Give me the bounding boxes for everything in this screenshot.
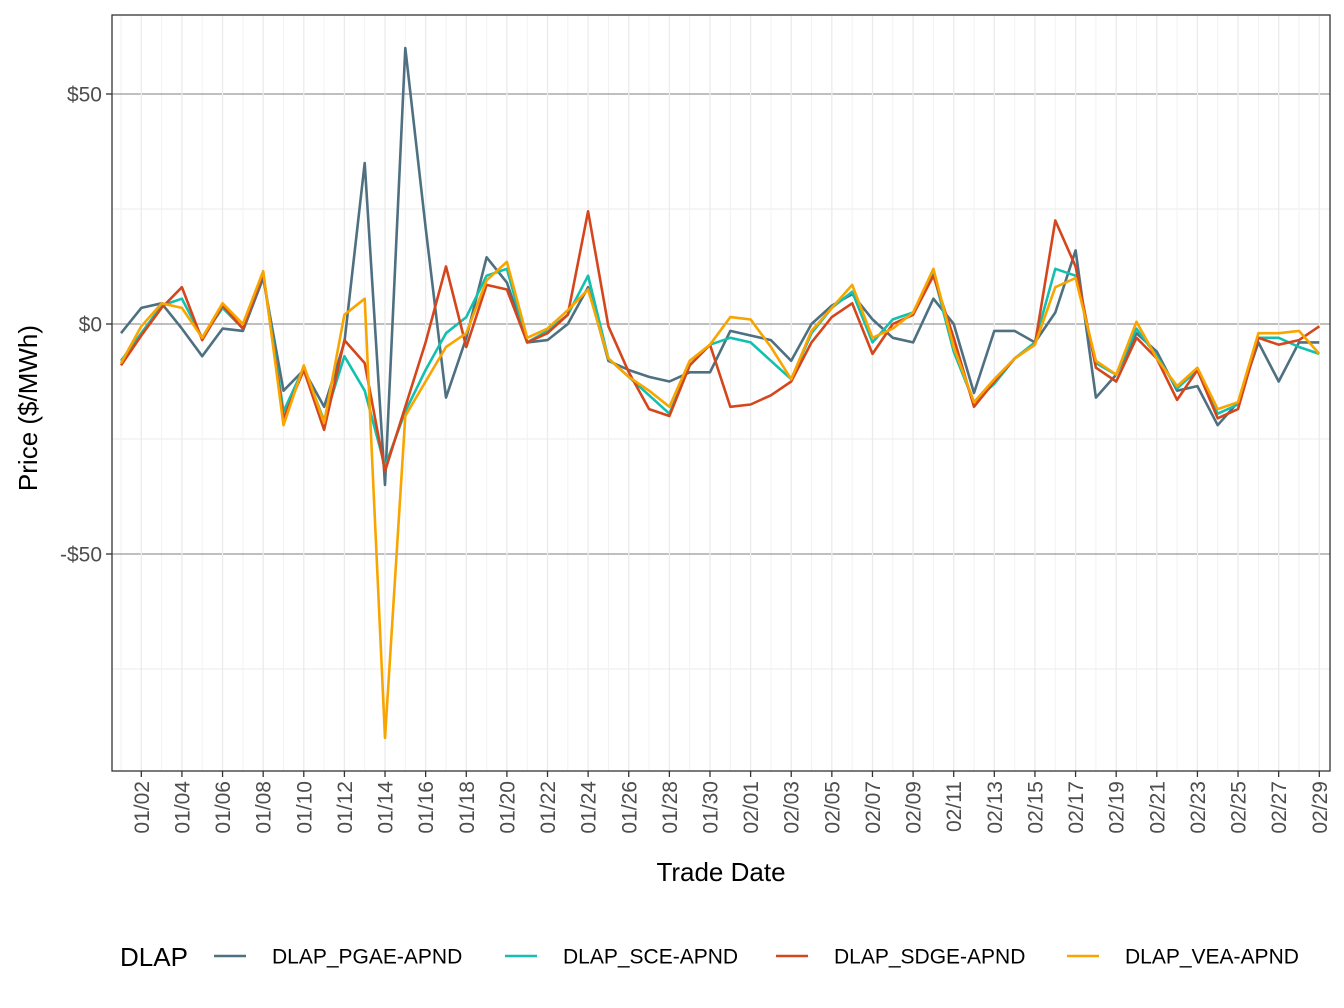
x-tick-label: 01/30 [699,781,722,834]
x-tick-label: 02/25 [1228,781,1251,834]
legend-title: DLAP [120,942,188,972]
y-axis-title: Price ($/MWh) [13,325,43,491]
x-axis-title: Trade Date [656,857,785,887]
x-tick-label: 01/04 [171,781,194,834]
x-tick-label: 02/19 [1106,781,1129,834]
x-tick-label: 01/14 [375,781,398,834]
x-tick-label: 02/09 [903,781,926,834]
x-tick-label: 01/24 [578,781,601,834]
series-line-dlap-pgae-apnd [119,46,1320,487]
legend-label-dlap-pgae-apnd: DLAP_PGAE-APND [272,946,462,969]
x-tick-label: 02/23 [1187,781,1210,834]
legend-label-dlap-sce-apnd: DLAP_SCE-APND [563,946,738,969]
x-tick-label: 01/26 [618,781,641,834]
x-tick-label: 02/11 [943,781,966,832]
x-tick-label: 02/07 [862,781,885,834]
y-tick-label: $50 [67,84,102,107]
x-tick-label: 02/05 [821,781,844,834]
x-axis: 01/02 01/04 01/06 01/08 01/10 01/12 01/14 01/16… [131,771,1332,834]
series-line-dlap-sdge-apnd [119,210,1321,473]
legend-item-dlap-sdge-apnd: DLAP_SDGE-APND [776,946,1025,969]
x-tick-label: 02/17 [1065,781,1088,834]
series-layer [119,46,1321,740]
x-tick-label: 01/06 [212,781,235,834]
x-tick-label: 01/18 [456,781,479,834]
series-line-dlap-sce-apnd [119,267,1320,468]
x-tick-label: 02/01 [740,781,763,834]
legend-item-dlap-vea-apnd: DLAP_VEA-APND [1067,946,1299,969]
legend-label-dlap-sdge-apnd: DLAP_SDGE-APND [834,946,1025,969]
x-tick-label: 01/16 [415,781,438,834]
x-tick-label: 01/28 [659,781,682,834]
major-gridlines-y [112,93,1330,555]
x-tick-label: 01/02 [131,781,154,834]
y-axis: -$50 $0 $50 [60,84,112,567]
legend: DLAP DLAP_PGAE-APND DLAP_SCE-APND DLAP_SDG… [120,942,1299,972]
y-tick-label: $0 [79,314,102,337]
x-tick-label: 01/20 [496,781,519,834]
x-tick-label: 01/10 [293,781,316,834]
y-tick-label: -$50 [60,544,102,567]
x-tick-label: 02/13 [984,781,1007,834]
major-gridlines-x [140,15,1320,771]
series-line-dlap-vea-apnd [119,260,1321,740]
x-tick-label: 02/27 [1268,781,1291,834]
plot-panel-border [111,14,1331,772]
x-tick-label: 02/29 [1309,781,1332,834]
minor-gridlines-y [112,208,1330,670]
x-tick-label: 02/03 [781,781,804,834]
x-tick-label: 02/15 [1024,781,1047,834]
x-tick-label: 01/22 [537,781,560,834]
x-tick-label: 02/21 [1146,781,1169,834]
legend-item-dlap-sce-apnd: DLAP_SCE-APND [505,946,738,969]
x-tick-label: 01/12 [334,781,357,834]
x-tick-label: 01/08 [253,781,276,834]
legend-label-dlap-vea-apnd: DLAP_VEA-APND [1125,946,1299,969]
legend-item-dlap-pgae-apnd: DLAP_PGAE-APND [214,946,462,969]
